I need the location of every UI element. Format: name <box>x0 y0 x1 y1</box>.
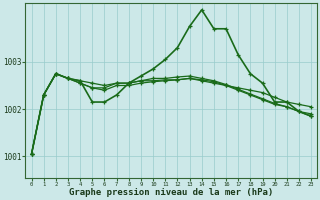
X-axis label: Graphe pression niveau de la mer (hPa): Graphe pression niveau de la mer (hPa) <box>69 188 274 197</box>
